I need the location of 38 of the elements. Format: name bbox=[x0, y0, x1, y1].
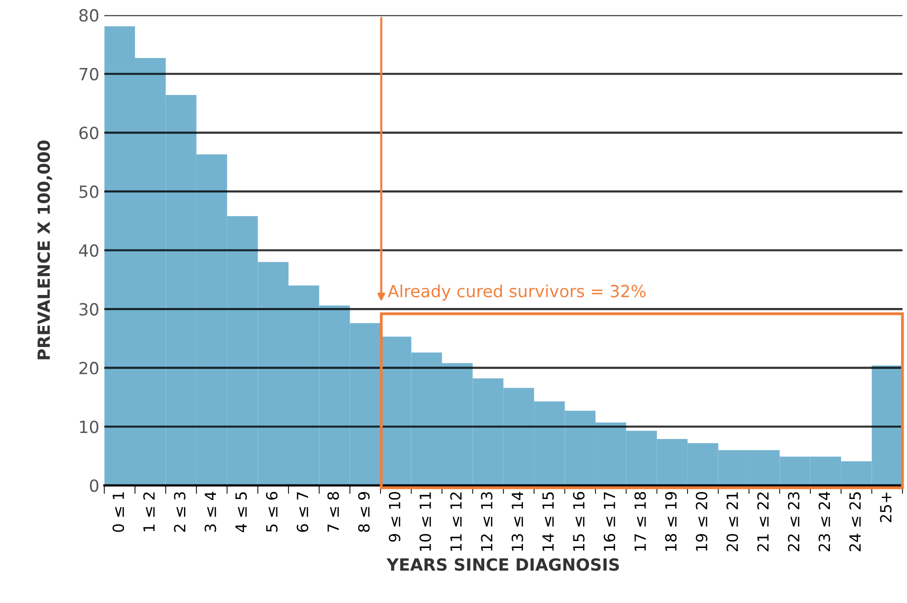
x-tick-label: 17 ≤ 18 bbox=[634, 492, 646, 551]
x-tick-label: 23 ≤ 24 bbox=[818, 492, 830, 552]
y-tick-label: 30 bbox=[80, 303, 98, 316]
y-tick-label: 70 bbox=[80, 68, 98, 80]
x-tick-label: 20 ≤ 21 bbox=[726, 492, 738, 552]
x-tick-label: 22 ≤ 23 bbox=[788, 492, 800, 552]
y-tick-label: 0 bbox=[90, 479, 98, 492]
y-axis-title: PREVALENCE X 100,000 bbox=[37, 140, 52, 360]
x-tick-label: 19 ≤ 20 bbox=[696, 492, 708, 551]
x-tick-label: 4 ≤ 5 bbox=[236, 492, 247, 532]
x-tick-label: 0 ≤ 1 bbox=[112, 492, 124, 532]
y-tick-label: 20 bbox=[79, 362, 98, 374]
x-tick-label: 21 ≤ 22 bbox=[757, 492, 769, 552]
x-tick-label: 24 ≤ 25 bbox=[849, 492, 861, 552]
x-tick-label: 2 ≤ 3 bbox=[174, 492, 186, 532]
x-tick-label: 18 ≤ 19 bbox=[665, 492, 677, 551]
x-tick-label: 9 ≤ 10 bbox=[388, 492, 400, 542]
x-tick-label: 10 ≤ 11 bbox=[420, 492, 432, 551]
x-tick-label: 14 ≤ 15 bbox=[542, 492, 554, 551]
y-tick-label: 10 bbox=[80, 420, 98, 434]
annotation: Already cured survivors = 32% bbox=[388, 284, 646, 301]
x-tick-label: 15 ≤ 16 bbox=[573, 492, 585, 551]
x-tick-label: 13 ≤ 14 bbox=[512, 492, 524, 551]
x-tick-label: 3 ≤ 4 bbox=[204, 492, 216, 532]
x-tick-label: 11 ≤ 12 bbox=[450, 492, 462, 551]
x-tick-label: 5 ≤ 6 bbox=[266, 492, 278, 532]
y-tick-label: 80 bbox=[79, 9, 98, 22]
x-tick-label: 1 ≤ 2 bbox=[143, 492, 155, 532]
x-axis-title: YEARS SINCE DIAGNOSIS bbox=[386, 558, 619, 571]
y-tick-label: 60 bbox=[79, 126, 98, 140]
x-tick-label: 25+ bbox=[880, 492, 892, 522]
y-tick-label: 50 bbox=[80, 185, 98, 198]
y-tick-label: 40 bbox=[79, 244, 98, 257]
x-tick-label: 16 ≤ 17 bbox=[604, 492, 616, 551]
x-tick-label: 7 ≤ 8 bbox=[327, 492, 339, 532]
x-tick-label: 6 ≤ 7 bbox=[296, 492, 308, 532]
x-tick-label: 8 ≤ 9 bbox=[358, 492, 370, 532]
x-tick-label: 12 ≤ 13 bbox=[480, 492, 492, 551]
